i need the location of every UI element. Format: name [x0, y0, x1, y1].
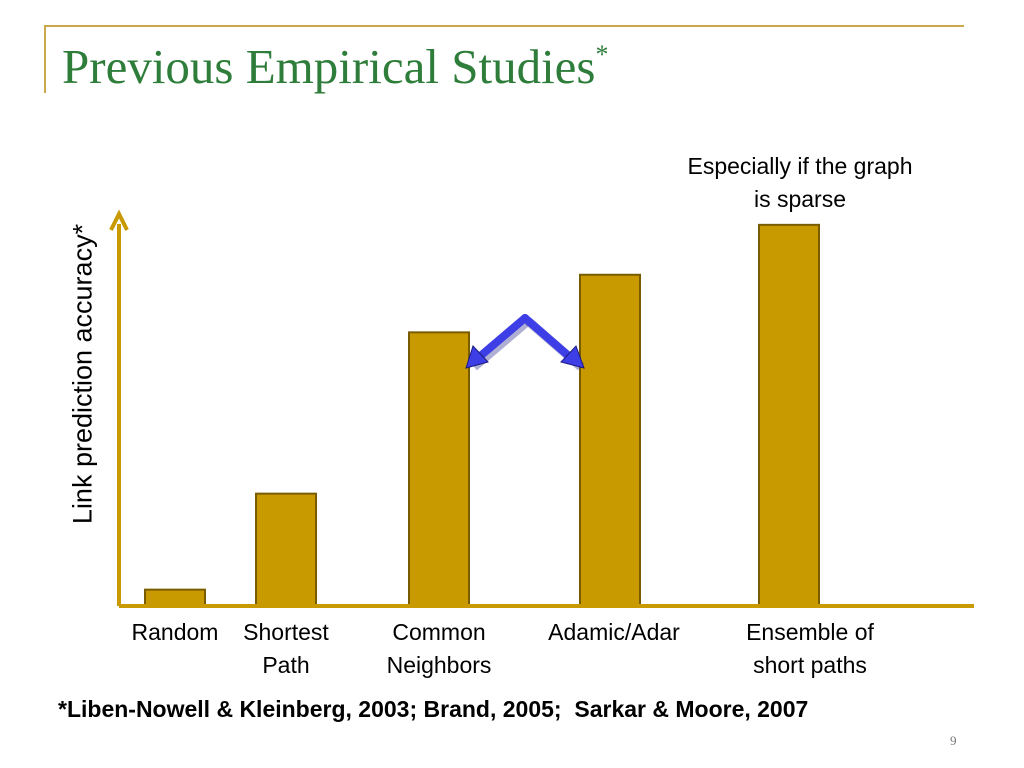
arrowhead-left	[465, 345, 489, 369]
title-footnote-marker: *	[595, 40, 609, 69]
category-label-shortest-path: Shortest Path	[243, 619, 329, 678]
bars-group	[144, 223, 820, 607]
category-label-adamic-adar: Adamic/Adar	[548, 619, 680, 645]
arrowhead-right	[560, 345, 585, 369]
slide-title: Previous Empirical Studies*	[62, 38, 609, 95]
bar-shortest-path	[255, 492, 317, 607]
y-axis-arrowhead	[109, 209, 129, 231]
frame-top-line	[44, 25, 964, 27]
citation-footnote: *Liben-Nowell & Kleinberg, 2003; Brand, …	[58, 696, 809, 722]
frame-left-line	[44, 25, 46, 93]
comparison-arrow	[465, 314, 585, 371]
category-label-ensemble: Ensemble of short paths	[746, 619, 874, 678]
y-axis-label: Link prediction accuracy*	[67, 223, 98, 525]
sparse-graph-annotation: Especially if the graph is sparse	[687, 153, 913, 212]
arrow-shaft-right	[521, 314, 575, 362]
slide-title-text: Previous Empirical Studies	[62, 39, 596, 94]
category-label-random: Random	[131, 619, 219, 645]
category-label-common-neighbors: Common Neighbors	[386, 619, 492, 678]
bar-ensemble-of-short-paths	[758, 223, 820, 606]
bar-common-neighbors	[408, 331, 470, 606]
arrow-shaft-left	[474, 314, 529, 362]
page-number: 9	[950, 733, 957, 748]
bar-adamic-adar	[579, 273, 641, 606]
bar-random	[144, 588, 206, 607]
